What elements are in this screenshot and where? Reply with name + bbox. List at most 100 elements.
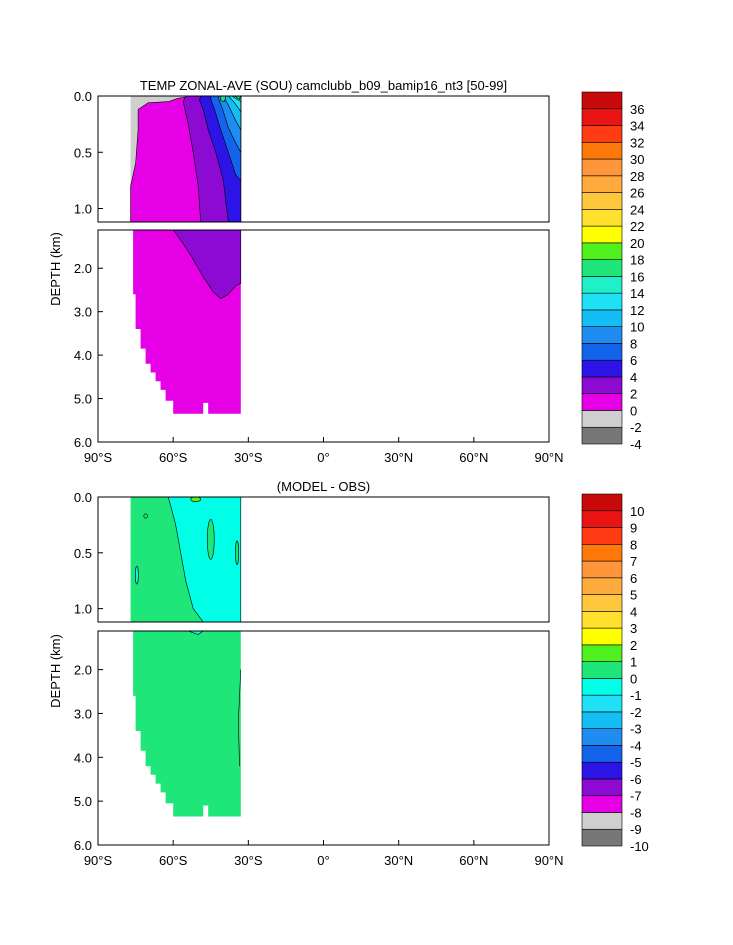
colorbar-swatch	[581, 527, 623, 545]
region-0-1-patch	[206, 519, 215, 560]
colorbar-label: 12	[630, 303, 644, 318]
colorbar-swatch	[581, 627, 623, 646]
colorbar-label: 2	[630, 387, 637, 402]
y-tick-label: 4.0	[74, 348, 92, 363]
upper-frame	[97, 95, 550, 223]
colorbar-swatch	[581, 761, 623, 780]
colorbar-swatch	[581, 410, 623, 428]
colorbar-label: 30	[630, 152, 644, 167]
chart-title: (MODEL - OBS)	[277, 479, 370, 494]
y-tick-label: 2.0	[74, 663, 92, 678]
colorbar-label: 14	[630, 286, 644, 301]
colorbar-swatch	[581, 393, 623, 411]
colorbar-label: 36	[630, 102, 644, 117]
x-tick-label: 60°S	[159, 853, 188, 868]
x-tick-label: 0°	[317, 853, 329, 868]
colorbar-label: 22	[630, 219, 644, 234]
colorbar-label: 4	[630, 370, 637, 385]
colorbar-label: 6	[630, 571, 637, 586]
colorbar-swatch	[581, 493, 623, 512]
temp-panel: TEMP ZONAL-AVE (SOU) camclubb_b09_bamip1…	[48, 78, 644, 465]
y-tick-label: 1.0	[74, 602, 92, 617]
colorbar-label: 6	[630, 353, 637, 368]
colorbar-label: 8	[630, 336, 637, 351]
colorbar-label: -7	[630, 789, 642, 804]
region-minus1-0	[167, 497, 242, 622]
region-0-1-deep	[130, 631, 241, 817]
colorbar-label: 0	[630, 403, 637, 418]
upper-frame	[97, 496, 550, 623]
x-tick-label: 0°	[317, 450, 329, 465]
colorbar-swatch	[581, 292, 623, 311]
colorbar-swatch	[581, 795, 623, 813]
colorbar-swatch	[581, 745, 623, 763]
colorbar-label: 0	[630, 671, 637, 686]
colorbar-label: 2	[630, 638, 637, 653]
y-tick-label: 0.5	[74, 145, 92, 160]
colorbar-label: 7	[630, 554, 637, 569]
colorbar-label: 1	[630, 655, 637, 670]
lower-field	[130, 631, 242, 817]
y-axis-label: DEPTH (km)	[48, 232, 63, 306]
colorbar-label: -2	[630, 420, 642, 435]
colorbar-label: 34	[630, 119, 644, 134]
colorbar-swatch	[581, 158, 623, 177]
contour-east-edge	[237, 669, 242, 767]
colorbar-swatch	[581, 778, 623, 797]
colorbar-label: 16	[630, 269, 644, 284]
region-1-2-patch	[190, 497, 202, 503]
x-tick-label: 60°S	[159, 450, 188, 465]
colorbar-swatch	[581, 694, 623, 713]
colorbar-swatch	[581, 828, 623, 847]
colorbar-swatch	[581, 276, 623, 294]
colorbar-swatch	[581, 309, 623, 327]
colorbar-swatch	[581, 108, 623, 126]
x-tick-label: 30°N	[384, 450, 413, 465]
y-tick-label: 3.0	[74, 706, 92, 721]
colorbar-swatch	[581, 577, 623, 595]
colorbar-swatch	[581, 510, 623, 528]
colorbar-swatch	[581, 209, 623, 227]
lower-field	[130, 230, 242, 414]
y-tick-label: 6.0	[74, 838, 92, 853]
y-tick-label: 6.0	[74, 435, 92, 450]
colorbar-label: 18	[630, 253, 644, 268]
colorbar-label: -8	[630, 805, 642, 820]
colorbar-swatch	[581, 141, 623, 160]
diff-panel: (MODEL - OBS) 0.0 0.5 1.0 2.0 3.0 4.0 5.0 6.0 DEP…	[48, 479, 649, 868]
colorbar-label: -5	[630, 755, 642, 770]
colorbar-swatch	[581, 326, 623, 344]
colorbar-swatch	[581, 91, 623, 110]
colorbar-swatch	[581, 594, 623, 612]
colorbar-label: 24	[630, 202, 644, 217]
colorbar-swatch	[581, 812, 623, 830]
colorbar-swatch	[581, 242, 623, 260]
colorbar-swatch	[581, 175, 623, 193]
upper-field	[130, 497, 242, 622]
colorbar-label: 32	[630, 135, 644, 150]
colorbar-swatch	[581, 376, 623, 395]
colorbar-swatch	[581, 611, 623, 629]
chart-title: TEMP ZONAL-AVE (SOU) camclubb_b09_bamip1…	[140, 78, 507, 93]
y-axis-label: DEPTH (km)	[48, 634, 63, 708]
colorbar-label: -6	[630, 772, 642, 787]
colorbar-swatch	[581, 343, 623, 361]
contour-small-loop	[143, 513, 148, 519]
x-tick-label: 30°N	[384, 853, 413, 868]
upper-field	[130, 96, 242, 222]
colorbar-label: 10	[630, 504, 644, 519]
colorbar-label: 28	[630, 169, 644, 184]
colorbar-swatch	[581, 728, 623, 746]
colorbar-label: -10	[630, 839, 649, 854]
region-2-4-deep	[172, 230, 242, 299]
colorbar-label: 8	[630, 537, 637, 552]
x-tick-label: 60°N	[459, 853, 488, 868]
colorbar-label: -4	[630, 738, 642, 753]
colorbar-swatch	[581, 644, 623, 662]
colorbar-label: 4	[630, 604, 637, 619]
y-tick-label: 0.0	[74, 490, 92, 505]
y-tick-label: 5.0	[74, 392, 92, 407]
colorbar-swatch	[581, 359, 623, 378]
colorbar-label: 26	[630, 186, 644, 201]
